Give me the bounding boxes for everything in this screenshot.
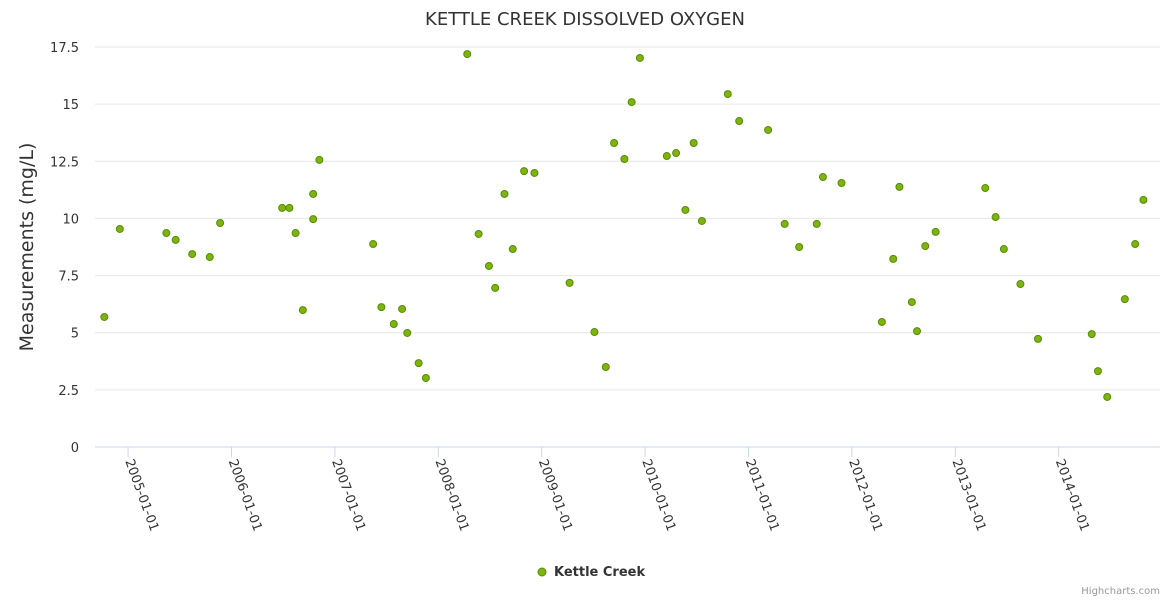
y-tick-label: 10 [62, 212, 79, 227]
x-tick-label: 2007-01-01 [328, 457, 368, 533]
data-point[interactable] [1033, 334, 1042, 343]
data-point[interactable] [877, 317, 886, 326]
series-kettle-creek[interactable] [100, 50, 1148, 401]
data-point[interactable] [689, 139, 698, 147]
data-point[interactable] [414, 359, 423, 368]
credits-link[interactable]: Highcharts.com [1081, 586, 1160, 597]
data-point[interactable] [907, 298, 916, 307]
data-point[interactable] [1087, 330, 1096, 339]
data-point[interactable] [795, 243, 804, 251]
data-point[interactable] [723, 90, 732, 99]
legend-marker [537, 567, 547, 577]
data-point[interactable] [403, 328, 412, 337]
data-point[interactable] [315, 155, 324, 164]
data-point[interactable] [463, 50, 472, 59]
data-point[interactable] [620, 155, 629, 163]
data-point[interactable] [565, 278, 574, 287]
data-point[interactable] [115, 224, 124, 233]
data-point[interactable] [100, 312, 109, 321]
data-point[interactable] [530, 168, 539, 177]
data-point[interactable] [672, 149, 681, 158]
data-point[interactable] [500, 189, 509, 198]
x-tick-label: 2012-01-01 [845, 457, 885, 533]
data-point[interactable] [421, 373, 430, 382]
data-point[interactable] [999, 245, 1008, 254]
data-point[interactable] [812, 219, 821, 228]
x-tick-label: 2013-01-01 [949, 457, 989, 533]
data-point[interactable] [508, 245, 517, 254]
data-point[interactable] [484, 261, 493, 270]
data-point[interactable] [369, 240, 378, 249]
data-point[interactable] [818, 173, 827, 182]
data-point[interactable] [627, 98, 636, 107]
data-point[interactable] [780, 219, 789, 228]
data-point[interactable] [520, 167, 529, 176]
x-tick-label: 2008-01-01 [432, 457, 472, 533]
data-point[interactable] [298, 306, 307, 315]
data-point[interactable] [1120, 295, 1129, 304]
data-point[interactable] [764, 125, 773, 134]
y-tick-label: 2.5 [58, 384, 79, 399]
data-point[interactable] [1131, 240, 1140, 249]
data-point[interactable] [278, 203, 287, 212]
data-point[interactable] [921, 242, 930, 251]
y-tick-label: 7.5 [58, 270, 79, 285]
data-point[interactable] [931, 227, 940, 236]
data-point[interactable] [610, 139, 619, 147]
data-point[interactable] [981, 184, 990, 193]
data-point[interactable] [601, 363, 610, 371]
x-tick-label: 2006-01-01 [225, 457, 265, 533]
x-axis-ticks: 2005-01-01 2006-01-01 2007-01-01 2008-01-01… [121, 447, 1092, 533]
data-point[interactable] [1139, 195, 1148, 204]
data-point[interactable] [837, 179, 846, 187]
x-tick-label: 2010-01-01 [638, 457, 678, 533]
data-point[interactable] [735, 117, 744, 126]
legend-item-kettle-creek[interactable]: Kettle Creek [554, 565, 645, 580]
data-point[interactable] [309, 189, 318, 198]
x-tick-label: 2009-01-01 [535, 457, 575, 533]
data-point[interactable] [171, 235, 180, 244]
x-tick-label: 2014-01-01 [1052, 457, 1092, 533]
y-tick-label: 5 [71, 327, 79, 342]
data-point[interactable] [285, 203, 294, 212]
data-point[interactable] [681, 205, 690, 214]
data-point[interactable] [309, 215, 318, 224]
data-point[interactable] [1016, 280, 1025, 289]
y-tick-label: 12.5 [50, 155, 79, 170]
data-point[interactable] [590, 328, 599, 337]
chart-title: KETTLE CREEK DISSOLVED OXYGEN [425, 9, 745, 30]
data-point[interactable] [216, 219, 225, 227]
data-point[interactable] [662, 152, 671, 161]
data-point[interactable] [889, 254, 898, 263]
y-tick-label: 0 [71, 441, 79, 456]
grid-lines [95, 46, 1160, 448]
data-point[interactable] [162, 229, 171, 238]
legend[interactable]: Kettle Creek [537, 565, 645, 580]
data-point[interactable] [377, 303, 386, 312]
data-point[interactable] [474, 229, 483, 238]
data-point[interactable] [389, 320, 398, 329]
x-tick-label: 2011-01-01 [742, 457, 782, 533]
data-point[interactable] [291, 229, 300, 238]
data-point[interactable] [398, 304, 407, 313]
y-tick-label: 15 [62, 98, 79, 113]
x-tick-label: 2005-01-01 [121, 457, 161, 533]
data-point[interactable] [635, 53, 644, 62]
data-point[interactable] [895, 182, 904, 191]
data-point[interactable] [991, 213, 1000, 222]
data-point[interactable] [1093, 367, 1102, 376]
data-point[interactable] [697, 216, 706, 225]
data-point[interactable] [188, 250, 197, 259]
data-point[interactable] [1103, 392, 1112, 401]
y-axis-ticks: 0 2.5 5 7.5 10 12.5 15 17.5 [50, 41, 79, 456]
y-axis-label: Measurements (mg/L) [16, 143, 38, 352]
data-point[interactable] [913, 327, 922, 336]
data-point[interactable] [491, 283, 500, 292]
data-point[interactable] [205, 253, 214, 262]
y-tick-label: 17.5 [50, 41, 79, 56]
